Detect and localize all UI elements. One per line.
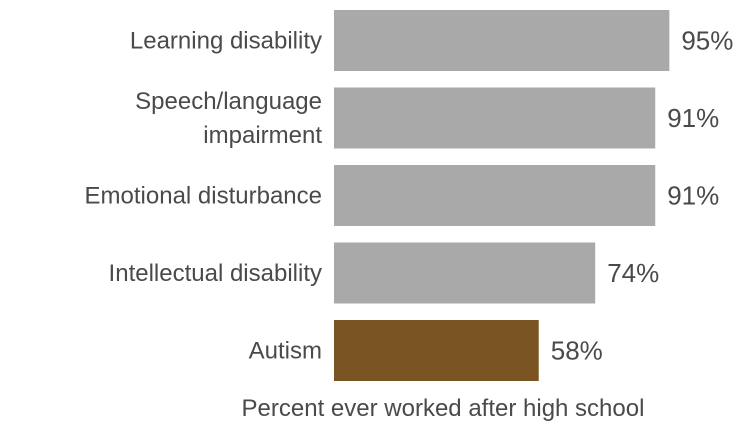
- bar-3: [334, 242, 596, 304]
- category-label-line: Autism: [249, 338, 322, 365]
- value-label-3: 74%: [607, 258, 659, 288]
- category-label-line: Learning disability: [130, 28, 322, 55]
- category-label-3: Intellectual disability: [109, 260, 322, 287]
- category-label-line: impairment: [203, 122, 322, 149]
- bar-1: [334, 87, 656, 149]
- x-axis-title: Percent ever worked after high school: [242, 395, 645, 422]
- category-label-2: Emotional disturbance: [85, 183, 322, 210]
- value-label-1: 91%: [667, 103, 719, 133]
- value-label-2: 91%: [667, 181, 719, 211]
- category-label-0: Learning disability: [130, 28, 322, 55]
- category-label-4: Autism: [249, 338, 322, 365]
- category-label-1: Speech/language impairment: [135, 88, 322, 149]
- bar-4: [334, 320, 539, 381]
- value-label-0: 95%: [681, 26, 733, 56]
- category-label-line: Speech/language: [135, 88, 322, 115]
- bars-group: [334, 10, 670, 381]
- bar-0: [334, 10, 670, 71]
- value-label-4: 58%: [551, 336, 603, 366]
- category-labels-group: Learning disability Speech/language impair…: [85, 28, 323, 365]
- category-label-line: Intellectual disability: [109, 260, 322, 287]
- value-labels-group: 95% 91% 91% 74% 58%: [551, 26, 734, 366]
- category-label-line: Emotional disturbance: [85, 183, 322, 210]
- bar-2: [334, 165, 656, 226]
